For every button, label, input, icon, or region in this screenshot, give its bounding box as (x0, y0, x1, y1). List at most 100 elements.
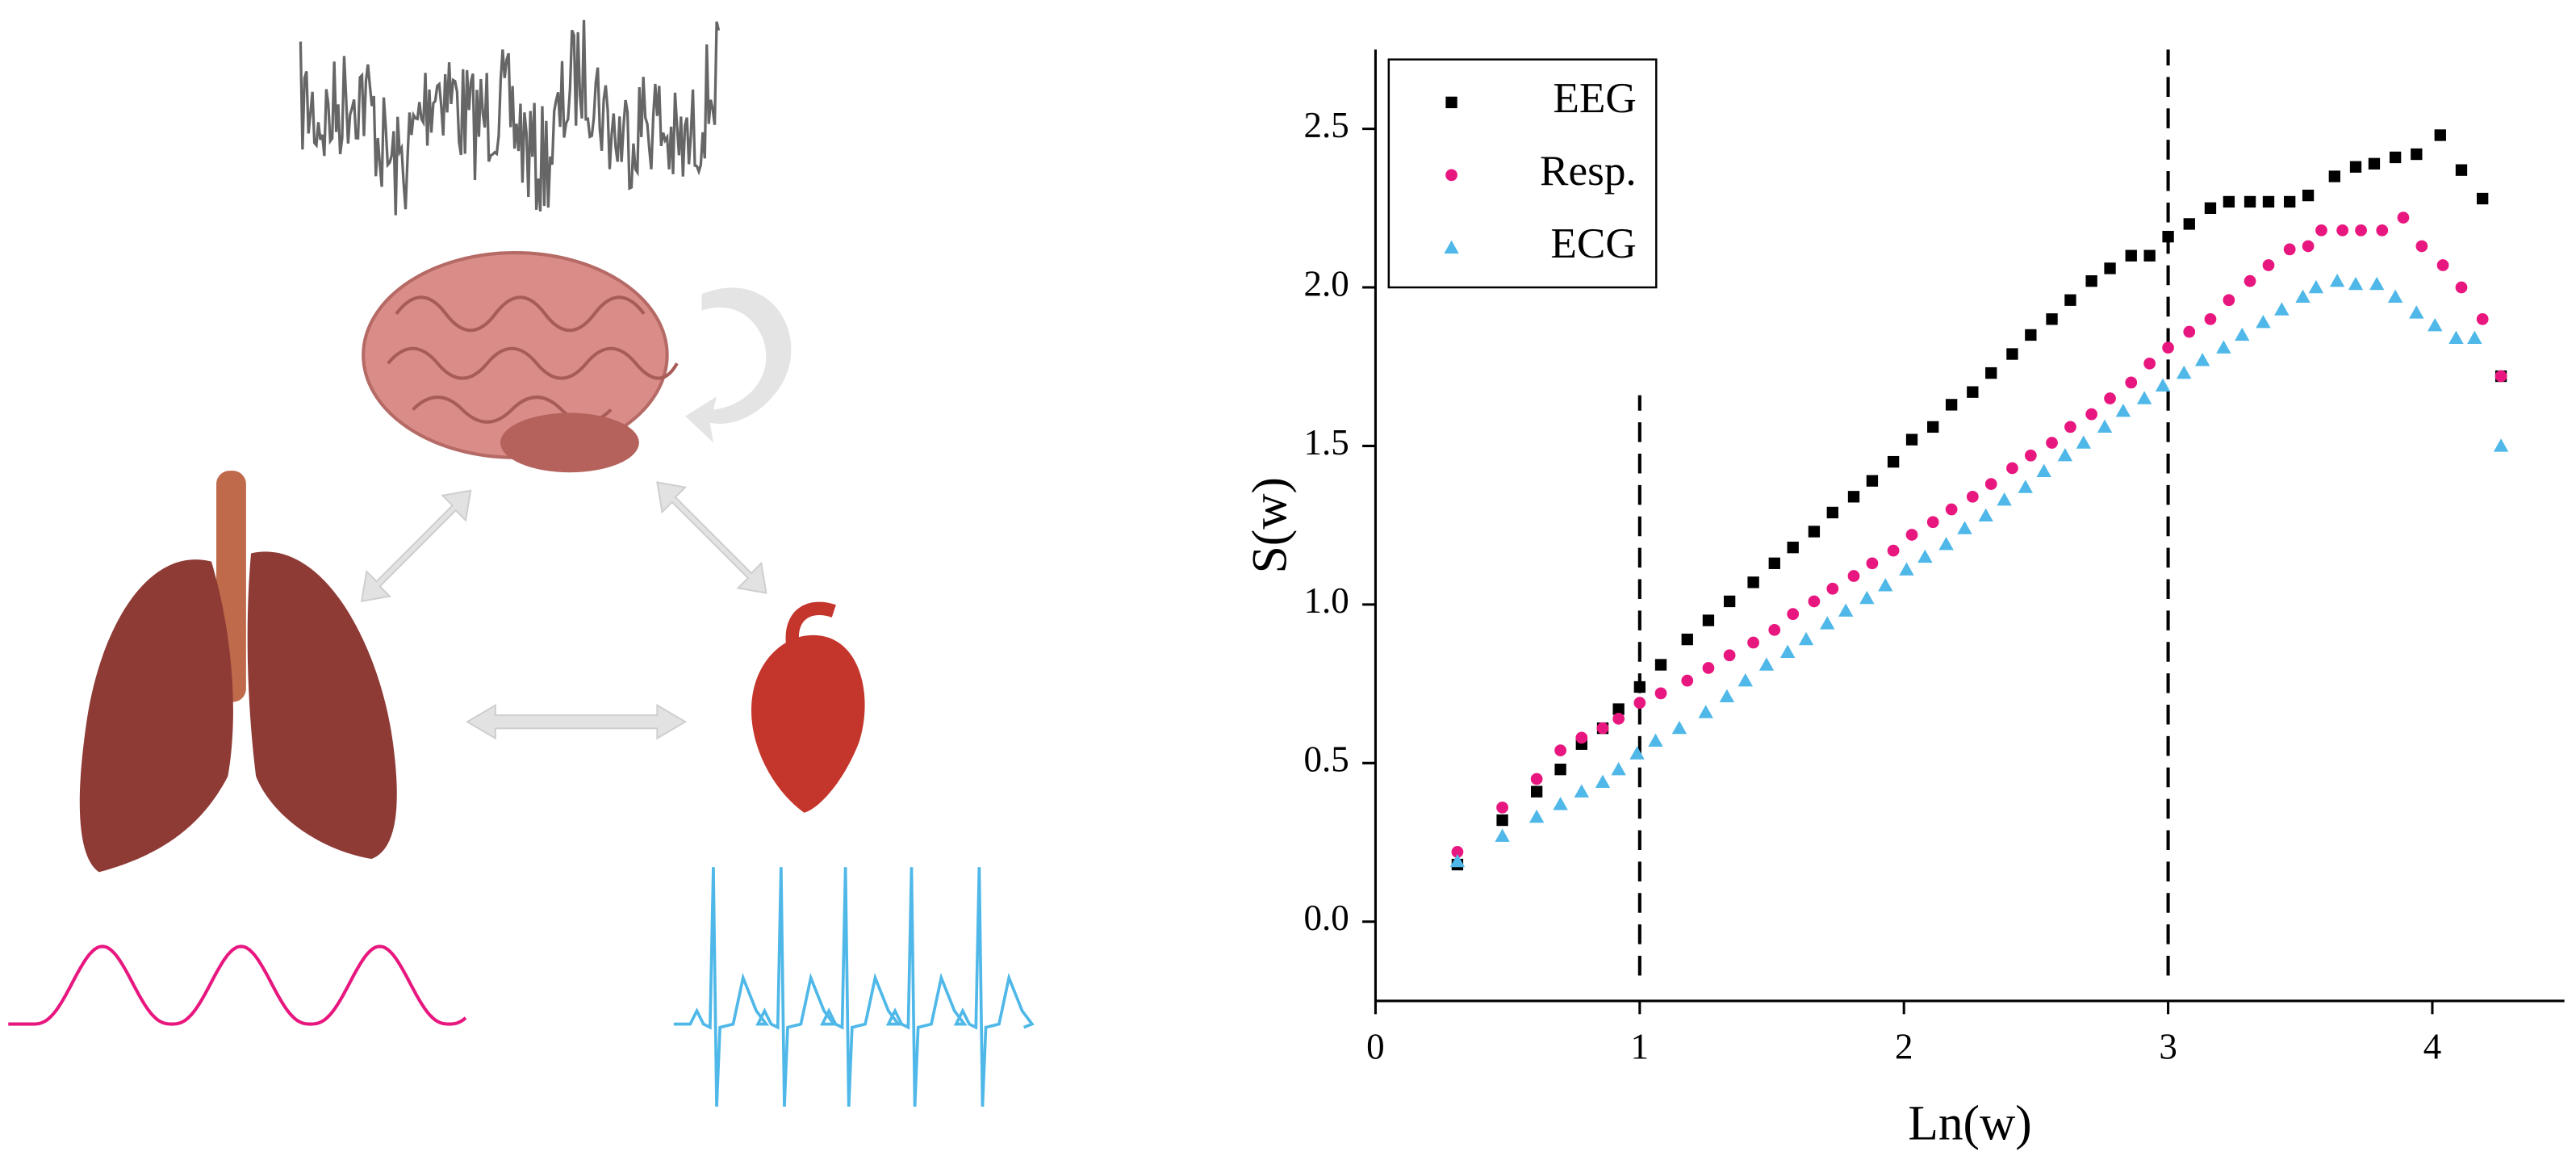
point (1553, 797, 1568, 810)
point (2194, 353, 2210, 366)
x-tick-label: 4 (2423, 1027, 2442, 1067)
point (1966, 490, 1979, 503)
point (2085, 408, 2098, 421)
point (1496, 814, 1508, 827)
ecg-signal (673, 867, 1035, 1107)
resp-signal (8, 944, 467, 1026)
point (2057, 448, 2073, 462)
cycle-arrow (685, 287, 792, 443)
point (1723, 595, 1736, 608)
point (1747, 576, 1759, 588)
point (2494, 370, 2507, 383)
point (2204, 202, 2217, 214)
point (2434, 129, 2446, 141)
illustration (8, 19, 1035, 1107)
point (1945, 399, 1958, 411)
point (1967, 386, 1979, 398)
x-tick-label: 0 (1366, 1027, 1385, 1067)
point (1787, 542, 1799, 554)
point (1808, 526, 1821, 538)
point (2162, 341, 2174, 354)
cerebellum (500, 412, 639, 473)
point (1878, 578, 1893, 592)
point (1859, 590, 1875, 605)
point (1648, 733, 1663, 747)
point (2235, 327, 2250, 341)
point (2448, 330, 2464, 345)
point (1574, 784, 1590, 798)
y-tick-label: 1.5 (1303, 422, 1349, 463)
legend-label: Resp. (1540, 147, 1637, 195)
point (2076, 435, 2092, 449)
point (2493, 438, 2509, 452)
point (1768, 557, 1780, 569)
point (1758, 657, 1775, 671)
point (1866, 475, 1879, 487)
point (2097, 419, 2113, 433)
point (1985, 366, 1997, 379)
point (1927, 421, 1939, 433)
point (1719, 689, 1735, 702)
point (2387, 289, 2403, 303)
point (2368, 157, 2381, 170)
point (2455, 164, 2468, 176)
point (1654, 687, 1667, 700)
heart (751, 634, 865, 813)
point (2476, 312, 2489, 325)
point (2415, 240, 2428, 253)
legend-label: EEG (1553, 74, 1636, 122)
point (2085, 275, 2097, 287)
point (2143, 357, 2156, 370)
point (2125, 249, 2137, 262)
y-tick-label: 2.5 (1303, 105, 1349, 145)
point (1629, 746, 1645, 760)
point (2409, 305, 2424, 319)
point (1702, 614, 1715, 626)
point (2244, 274, 2256, 287)
point (1575, 731, 1588, 744)
x-tick-label: 3 (2159, 1027, 2177, 1067)
point (1633, 697, 1646, 710)
point (1838, 603, 1854, 617)
point (1938, 537, 1954, 551)
point (2389, 151, 2402, 164)
point (1798, 631, 1814, 646)
aorta (785, 601, 836, 645)
point (1681, 633, 1693, 646)
point (1905, 529, 1918, 541)
x-tick-label: 1 (1631, 1027, 1650, 1067)
point (2223, 195, 2235, 208)
point (1595, 774, 1611, 789)
point (1997, 492, 2012, 506)
point (2136, 391, 2152, 404)
point (1787, 608, 1800, 621)
point (1496, 801, 1508, 814)
x-axis-label: Ln(w) (1908, 1096, 2031, 1151)
point (2104, 262, 2116, 274)
point (1495, 828, 1510, 842)
point (2328, 170, 2341, 182)
point (1681, 674, 1694, 687)
point (1957, 521, 1972, 534)
y-tick-label: 1.0 (1303, 580, 1349, 621)
point (1554, 744, 1566, 756)
point (2162, 231, 2174, 243)
legend-marker (1445, 169, 1457, 182)
point (2183, 325, 2196, 338)
point (1826, 582, 1839, 595)
point (2284, 195, 2296, 208)
legend-label: ECG (1550, 220, 1636, 267)
point (1866, 557, 1879, 570)
point (1633, 681, 1646, 693)
point (2329, 273, 2345, 287)
point (1612, 712, 1625, 725)
point (2283, 243, 2296, 256)
lung-right (247, 551, 397, 859)
point (2223, 294, 2235, 307)
point (1779, 644, 1796, 658)
point (2262, 259, 2275, 271)
point (1984, 478, 1997, 490)
point (2204, 312, 2217, 325)
